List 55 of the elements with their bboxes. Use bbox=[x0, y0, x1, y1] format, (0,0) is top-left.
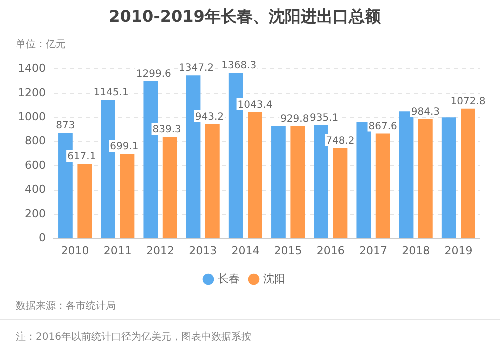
legend-label: 沈阳 bbox=[264, 272, 286, 286]
x-tick-label: 2013 bbox=[189, 244, 218, 258]
bar bbox=[399, 112, 414, 238]
data-label: 1072.8 bbox=[450, 96, 486, 108]
y-tick-label: 1000 bbox=[18, 110, 46, 124]
x-tick-label: 2012 bbox=[146, 244, 174, 258]
y-tick-label: 1200 bbox=[18, 86, 46, 100]
data-label: 839.3 bbox=[152, 124, 182, 136]
data-label: 984.3 bbox=[411, 107, 440, 118]
bar bbox=[205, 124, 220, 238]
data-label: 1347.2 bbox=[179, 63, 214, 74]
y-tick-label: 0 bbox=[38, 232, 46, 245]
x-tick-label: 2010 bbox=[61, 244, 90, 258]
x-tick-label: 2017 bbox=[360, 244, 388, 258]
bar bbox=[461, 108, 476, 238]
bar bbox=[272, 126, 286, 238]
bar bbox=[356, 122, 372, 238]
data-label: 943.2 bbox=[195, 112, 224, 124]
bar bbox=[418, 120, 433, 238]
legend-label: 长春 bbox=[218, 272, 240, 286]
bar bbox=[120, 154, 135, 238]
data-label: 873 bbox=[56, 120, 76, 132]
x-tick-label: 2019 bbox=[444, 244, 473, 258]
bar bbox=[290, 126, 306, 238]
data-label: 748.2 bbox=[326, 136, 355, 147]
bar bbox=[248, 112, 262, 238]
bar bbox=[442, 118, 456, 238]
data-label: 1145.1 bbox=[94, 88, 129, 99]
y-tick-label: 800 bbox=[24, 134, 46, 148]
y-tick-label: 400 bbox=[24, 183, 46, 196]
data-label: 929.8 bbox=[280, 114, 310, 125]
x-tick-label: 2014 bbox=[232, 244, 260, 258]
data-label: 1299.6 bbox=[136, 68, 172, 80]
data-label: 617.1 bbox=[68, 152, 96, 163]
source-note: 数据来源：各市统计局 bbox=[0, 299, 500, 320]
data-label: 867.6 bbox=[368, 121, 398, 132]
data-label: 699.1 bbox=[110, 142, 139, 153]
y-tick-label: 1400 bbox=[18, 62, 46, 76]
bar bbox=[376, 134, 390, 238]
y-tick-label: 600 bbox=[24, 158, 46, 172]
data-label: 1368.3 bbox=[222, 60, 257, 72]
bar bbox=[162, 137, 178, 238]
bar bbox=[78, 164, 92, 238]
data-label: 935.1 bbox=[310, 113, 339, 124]
y-tick-label: 200 bbox=[24, 207, 46, 220]
chart-title: 2010-2019年长春、沈阳进出口总额 bbox=[109, 6, 382, 26]
x-tick-label: 2015 bbox=[274, 244, 302, 258]
text: 注：2016年以前统计口径为亿美元，图表中数据系按 bbox=[15, 330, 252, 344]
bar bbox=[314, 126, 328, 238]
x-tick-label: 2018 bbox=[402, 244, 430, 258]
x-tick-label: 2016 bbox=[316, 244, 345, 258]
x-tick-label: 2011 bbox=[104, 244, 132, 258]
data-label: 1043.4 bbox=[238, 100, 273, 111]
bar bbox=[333, 148, 348, 238]
y-axis-title: 单位：亿元 bbox=[16, 38, 66, 51]
